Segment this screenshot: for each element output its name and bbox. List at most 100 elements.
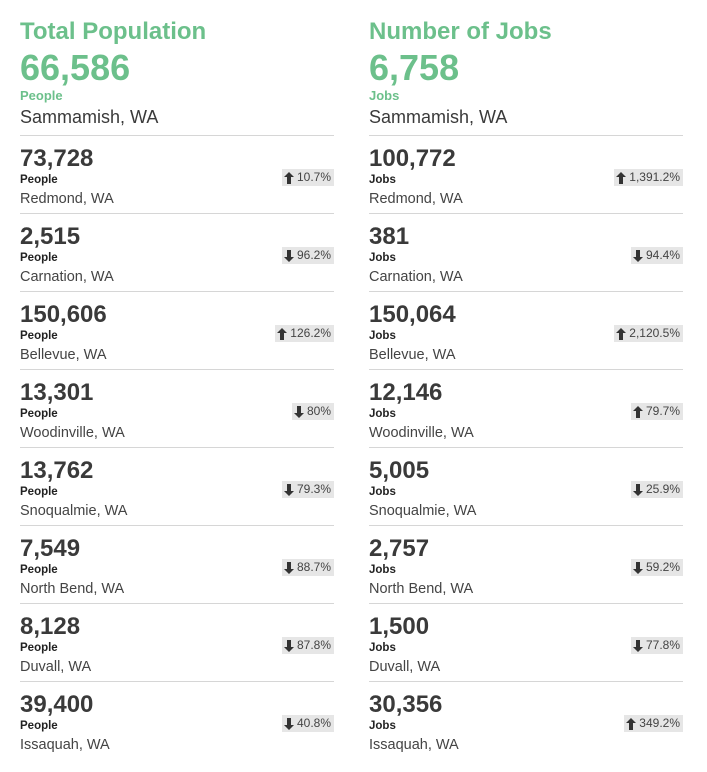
list-item: 2,757 Jobs North Bend, WA 59.2%: [369, 526, 683, 604]
jobs-title: Number of Jobs: [369, 18, 552, 45]
change-badge: 1,391.2%: [614, 169, 683, 186]
list-item-unit: People: [20, 330, 58, 342]
change-badge: 96.2%: [281, 247, 334, 264]
change-badge: 40.8%: [281, 715, 334, 732]
list-item-place: Issaquah, WA: [20, 737, 110, 753]
list-item-value: 2,515: [20, 223, 81, 250]
change-value: 2,120.5%: [629, 326, 680, 340]
list-item: 100,772 Jobs Redmond, WA 1,391.2%: [369, 136, 683, 214]
change-badge: 87.8%: [281, 637, 334, 654]
list-item-value: 12,146: [369, 379, 443, 406]
arrow-down-icon: [632, 561, 643, 574]
list-item-unit: People: [20, 252, 58, 264]
change-badge: 94.4%: [630, 247, 683, 264]
list-item: 73,728 People Redmond, WA 10.7%: [20, 136, 334, 214]
list-item-place: Issaquah, WA: [369, 737, 459, 753]
arrow-up-icon: [616, 327, 627, 340]
arrow-down-icon: [632, 483, 643, 496]
arrow-down-icon: [632, 249, 643, 262]
jobs-unit: Jobs: [369, 88, 400, 103]
list-item-place: Redmond, WA: [369, 191, 463, 207]
arrow-up-icon: [626, 717, 637, 730]
list-item: 12,146 Jobs Woodinville, WA 79.7%: [369, 370, 683, 448]
list-item-value: 150,064: [369, 301, 456, 328]
change-value: 88.7%: [296, 560, 331, 574]
arrow-down-icon: [632, 639, 643, 652]
list-item-place: North Bend, WA: [20, 581, 125, 597]
list-item-place: North Bend, WA: [369, 581, 474, 597]
list-item-unit: Jobs: [369, 642, 396, 654]
arrow-up-icon: [277, 327, 288, 340]
arrow-down-icon: [293, 405, 304, 418]
list-item-place: Duvall, WA: [369, 659, 441, 675]
arrow-up-icon: [616, 171, 627, 184]
change-value: 349.2%: [639, 716, 680, 730]
change-value: 96.2%: [296, 248, 331, 262]
change-badge: 349.2%: [624, 715, 683, 732]
list-item-unit: People: [20, 408, 58, 420]
list-item: 13,762 People Snoqualmie, WA 79.3%: [20, 448, 334, 526]
arrow-down-icon: [283, 561, 294, 574]
change-value: 94.4%: [645, 248, 680, 262]
list-item: 1,500 Jobs Duvall, WA 77.8%: [369, 604, 683, 682]
change-value: 59.2%: [645, 560, 680, 574]
change-value: 10.7%: [296, 170, 331, 184]
change-badge: 80%: [291, 403, 334, 420]
list-item: 7,549 People North Bend, WA 88.7%: [20, 526, 334, 604]
list-item-unit: People: [20, 564, 58, 576]
list-item: 8,128 People Duvall, WA 87.8%: [20, 604, 334, 682]
population-place: Sammamish, WA: [20, 107, 159, 127]
list-item-place: Redmond, WA: [20, 191, 114, 207]
list-item-unit: Jobs: [369, 330, 396, 342]
list-item-value: 8,128: [20, 613, 81, 640]
population-value: 66,586: [20, 47, 131, 88]
list-item: 2,515 People Carnation, WA 96.2%: [20, 214, 334, 292]
list-item-value: 2,757: [369, 535, 430, 562]
change-value: 25.9%: [645, 482, 680, 496]
list-item-unit: Jobs: [369, 486, 396, 498]
list-item-place: Carnation, WA: [369, 269, 463, 285]
list-item-place: Duvall, WA: [20, 659, 92, 675]
list-item: 150,606 People Bellevue, WA 126.2%: [20, 292, 334, 370]
change-badge: 59.2%: [630, 559, 683, 576]
list-item-place: Woodinville, WA: [369, 425, 474, 441]
change-badge: 126.2%: [275, 325, 334, 342]
population-list: 73,728 People Redmond, WA 10.7% 2,515 People C…: [20, 135, 334, 759]
jobs-list: 100,772 Jobs Redmond, WA 1,391.2% 381 Jobs Car…: [369, 135, 683, 759]
list-item-unit: Jobs: [369, 252, 396, 264]
list-item-unit: People: [20, 720, 58, 732]
arrow-up-icon: [283, 171, 294, 184]
arrow-down-icon: [283, 639, 294, 652]
population-column: Total Population 66,586 People Sammamish…: [20, 18, 334, 759]
list-item-place: Bellevue, WA: [369, 347, 456, 363]
list-item-value: 7,549: [20, 535, 81, 562]
arrow-up-icon: [632, 405, 643, 418]
list-item-value: 30,356: [369, 691, 443, 718]
change-value: 87.8%: [296, 638, 331, 652]
change-value: 80%: [306, 404, 331, 418]
change-badge: 10.7%: [281, 169, 334, 186]
list-item-unit: People: [20, 174, 58, 186]
list-item: 150,064 Jobs Bellevue, WA 2,120.5%: [369, 292, 683, 370]
jobs-column: Number of Jobs 6,758 Jobs Sammamish, WA …: [369, 18, 683, 759]
change-badge: 88.7%: [281, 559, 334, 576]
list-item-place: Bellevue, WA: [20, 347, 107, 363]
change-value: 40.8%: [296, 716, 331, 730]
list-item-unit: People: [20, 486, 58, 498]
list-item: 5,005 Jobs Snoqualmie, WA 25.9%: [369, 448, 683, 526]
list-item-value: 150,606: [20, 301, 107, 328]
population-unit: People: [20, 88, 63, 103]
list-item: 13,301 People Woodinville, WA 80%: [20, 370, 334, 448]
change-value: 79.3%: [296, 482, 331, 496]
change-badge: 79.7%: [630, 403, 683, 420]
change-badge: 79.3%: [281, 481, 334, 498]
change-value: 126.2%: [290, 326, 331, 340]
list-item-unit: Jobs: [369, 720, 396, 732]
list-item: 30,356 Jobs Issaquah, WA 349.2%: [369, 682, 683, 759]
list-item-value: 100,772: [369, 145, 456, 172]
list-item-unit: Jobs: [369, 564, 396, 576]
arrow-down-icon: [283, 483, 294, 496]
list-item-unit: Jobs: [369, 174, 396, 186]
list-item-value: 39,400: [20, 691, 94, 718]
jobs-place: Sammamish, WA: [369, 107, 508, 127]
